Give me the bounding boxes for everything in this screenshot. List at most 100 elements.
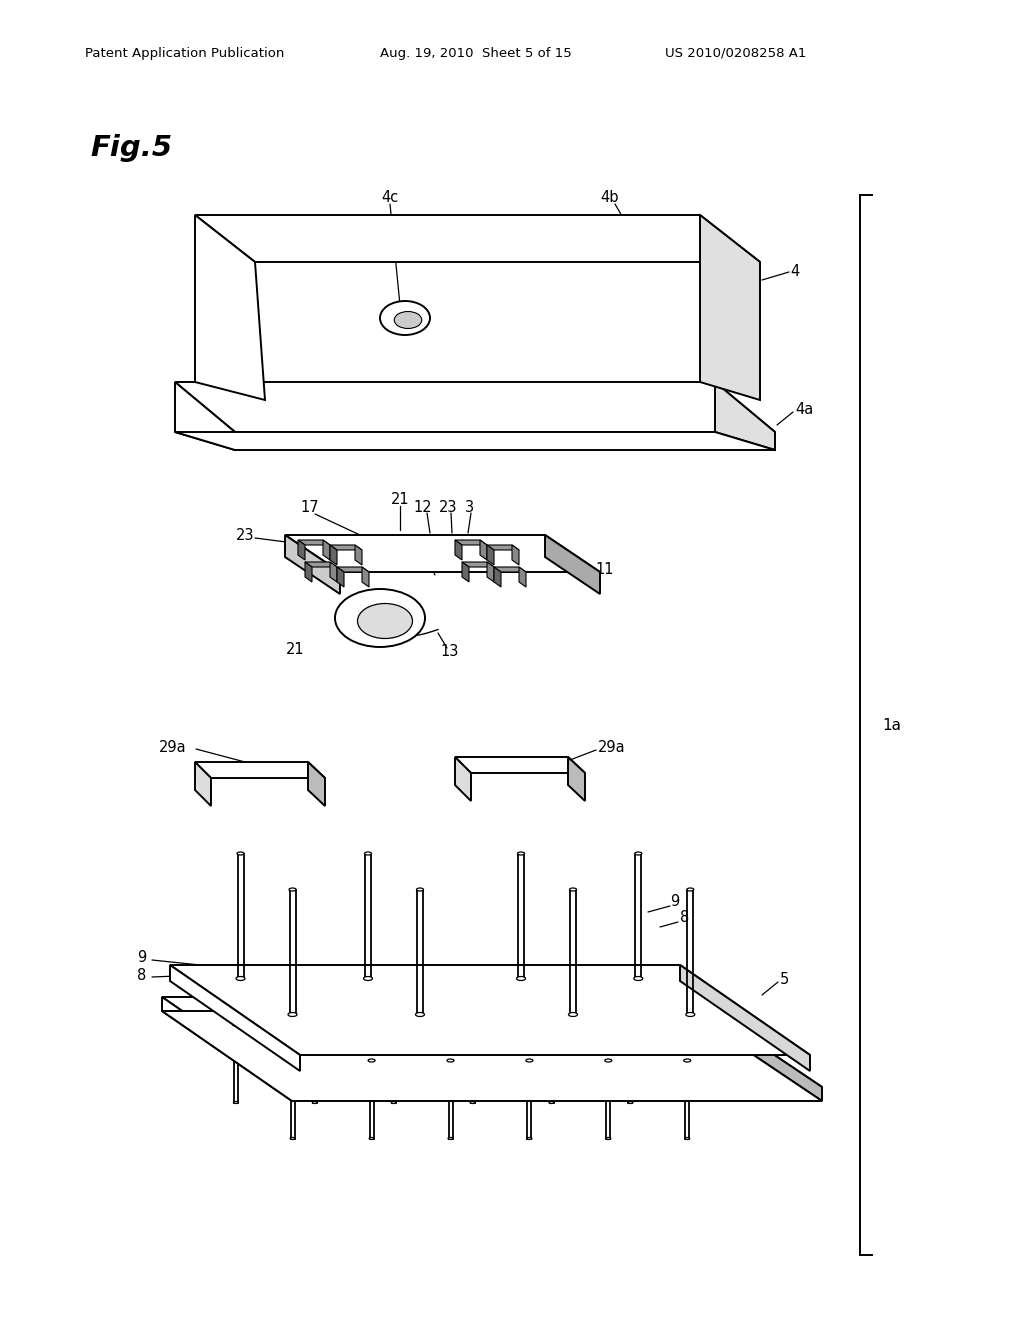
- Ellipse shape: [627, 1023, 634, 1026]
- Ellipse shape: [548, 1023, 555, 1026]
- Ellipse shape: [391, 1101, 396, 1104]
- Polygon shape: [162, 1011, 822, 1101]
- Polygon shape: [305, 562, 312, 582]
- Polygon shape: [494, 568, 526, 572]
- Text: 8: 8: [137, 968, 146, 982]
- Text: 21: 21: [286, 643, 304, 657]
- Polygon shape: [688, 997, 822, 1101]
- Ellipse shape: [549, 1101, 554, 1104]
- Ellipse shape: [290, 1138, 295, 1139]
- Polygon shape: [298, 540, 305, 560]
- Ellipse shape: [605, 1059, 611, 1063]
- Ellipse shape: [516, 977, 525, 981]
- Text: 9: 9: [670, 895, 679, 909]
- Text: 21: 21: [391, 492, 410, 507]
- Polygon shape: [175, 381, 234, 450]
- Polygon shape: [455, 756, 585, 774]
- Polygon shape: [162, 997, 292, 1101]
- Ellipse shape: [684, 1059, 691, 1063]
- Polygon shape: [480, 540, 487, 560]
- Text: 11: 11: [595, 562, 613, 578]
- Ellipse shape: [517, 851, 524, 855]
- Ellipse shape: [312, 1101, 317, 1104]
- Polygon shape: [512, 545, 519, 565]
- Polygon shape: [455, 540, 462, 560]
- Polygon shape: [195, 215, 760, 261]
- Ellipse shape: [380, 301, 430, 335]
- Polygon shape: [545, 535, 600, 594]
- Ellipse shape: [687, 888, 694, 891]
- Text: 17: 17: [301, 500, 319, 516]
- Polygon shape: [285, 535, 600, 572]
- Ellipse shape: [417, 888, 424, 891]
- Polygon shape: [298, 540, 330, 545]
- Ellipse shape: [289, 1059, 296, 1063]
- Ellipse shape: [470, 1101, 475, 1104]
- Ellipse shape: [237, 851, 244, 855]
- Ellipse shape: [416, 1012, 425, 1016]
- Text: 8: 8: [680, 911, 689, 925]
- Text: 1a: 1a: [882, 718, 901, 733]
- Ellipse shape: [628, 1101, 633, 1104]
- Text: 4b: 4b: [601, 190, 620, 206]
- Polygon shape: [487, 545, 494, 565]
- Ellipse shape: [357, 603, 413, 639]
- Polygon shape: [175, 432, 775, 450]
- Polygon shape: [455, 756, 471, 801]
- Polygon shape: [462, 562, 469, 582]
- Polygon shape: [462, 562, 494, 568]
- Polygon shape: [494, 568, 501, 587]
- Polygon shape: [170, 965, 300, 1071]
- Text: 13: 13: [440, 644, 459, 660]
- Polygon shape: [330, 545, 337, 565]
- Ellipse shape: [606, 1138, 610, 1139]
- Text: Aug. 19, 2010  Sheet 5 of 15: Aug. 19, 2010 Sheet 5 of 15: [380, 46, 571, 59]
- Text: 4: 4: [790, 264, 800, 280]
- Ellipse shape: [364, 977, 373, 981]
- Ellipse shape: [369, 1138, 374, 1139]
- Ellipse shape: [311, 1023, 318, 1026]
- Ellipse shape: [288, 1012, 297, 1016]
- Polygon shape: [355, 545, 362, 565]
- Ellipse shape: [634, 977, 643, 981]
- Ellipse shape: [232, 1023, 240, 1026]
- Polygon shape: [305, 562, 337, 568]
- Ellipse shape: [568, 1012, 578, 1016]
- Polygon shape: [195, 215, 265, 400]
- Polygon shape: [195, 762, 325, 777]
- Polygon shape: [362, 568, 369, 587]
- Ellipse shape: [236, 977, 245, 981]
- Polygon shape: [323, 540, 330, 560]
- Ellipse shape: [526, 1059, 532, 1063]
- Polygon shape: [487, 562, 494, 582]
- Ellipse shape: [447, 1059, 454, 1063]
- Polygon shape: [285, 535, 340, 594]
- Polygon shape: [680, 965, 810, 1071]
- Polygon shape: [337, 568, 369, 572]
- Text: 23: 23: [438, 499, 458, 515]
- Text: Patent Application Publication: Patent Application Publication: [85, 46, 285, 59]
- Ellipse shape: [335, 589, 425, 647]
- Polygon shape: [175, 381, 775, 432]
- Polygon shape: [715, 381, 775, 450]
- Ellipse shape: [233, 1101, 239, 1104]
- Ellipse shape: [365, 851, 372, 855]
- Polygon shape: [308, 762, 325, 807]
- Text: 3: 3: [466, 499, 474, 515]
- Ellipse shape: [289, 888, 296, 891]
- Polygon shape: [568, 756, 585, 801]
- Text: 12: 12: [414, 499, 432, 515]
- Polygon shape: [170, 965, 810, 1055]
- Polygon shape: [162, 997, 822, 1086]
- Polygon shape: [700, 215, 760, 400]
- Polygon shape: [487, 545, 519, 550]
- Polygon shape: [330, 562, 337, 582]
- Ellipse shape: [635, 851, 642, 855]
- Ellipse shape: [569, 888, 577, 891]
- Text: 29a: 29a: [598, 741, 626, 755]
- Ellipse shape: [390, 1023, 397, 1026]
- Ellipse shape: [686, 1012, 695, 1016]
- Polygon shape: [519, 568, 526, 587]
- Text: Fig.5: Fig.5: [90, 135, 172, 162]
- Polygon shape: [337, 568, 344, 587]
